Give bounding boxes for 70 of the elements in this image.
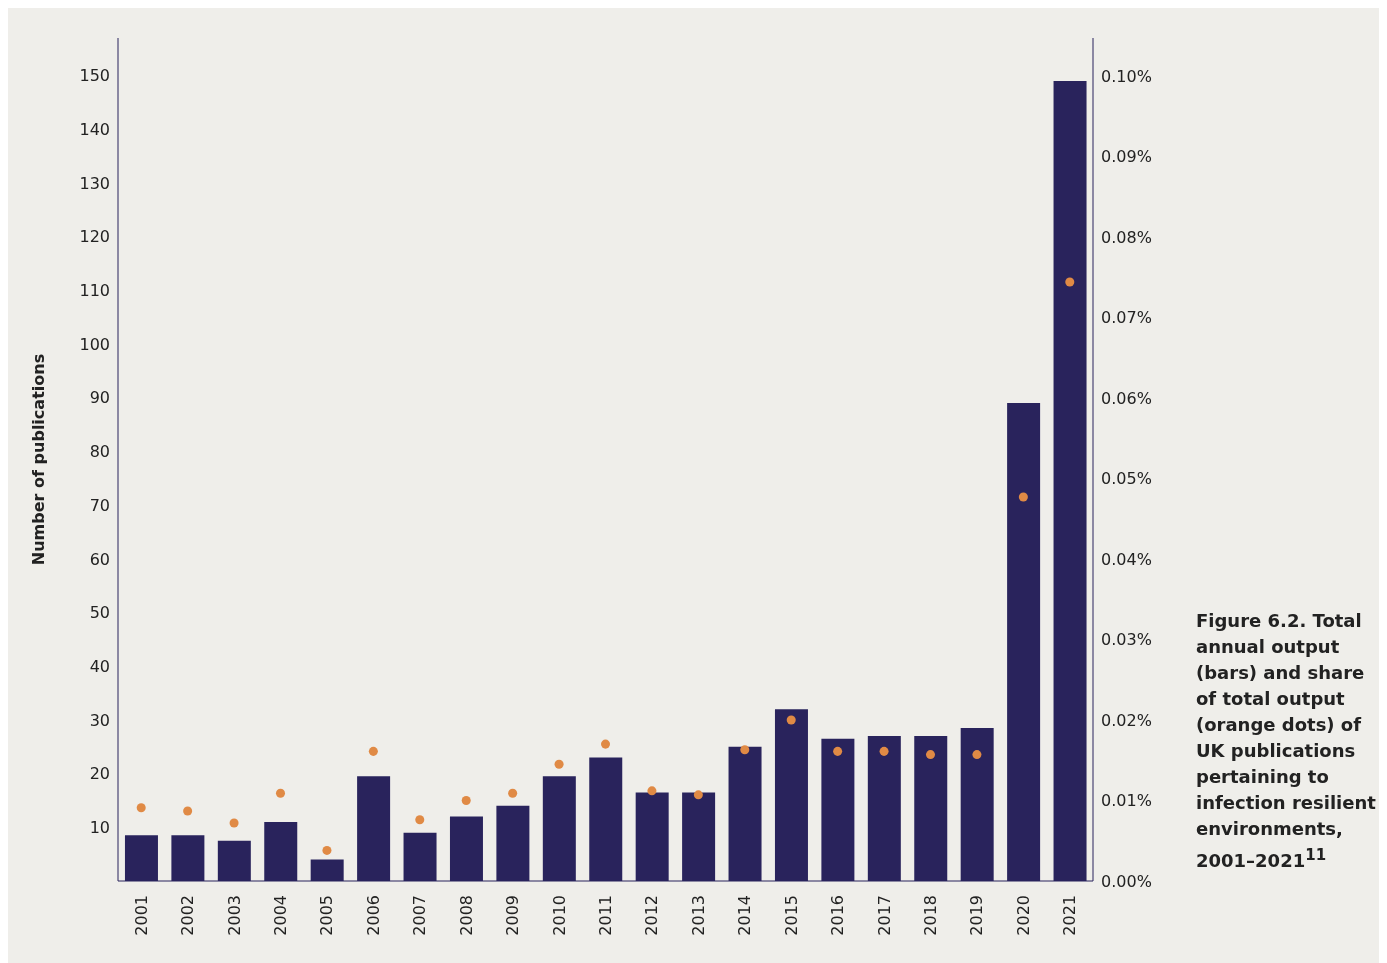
x-tick-label: 2006 bbox=[363, 895, 383, 936]
x-tick-label: 2017 bbox=[874, 895, 894, 936]
y2-tick-label: 0.06% bbox=[1101, 388, 1152, 408]
y-tick-label: 150 bbox=[79, 66, 110, 86]
x-tick-label: 2020 bbox=[1013, 895, 1033, 936]
y-axis-title: Number of publications bbox=[28, 353, 48, 566]
x-tick-label: 2014 bbox=[735, 895, 755, 936]
y-tick-label: 10 bbox=[89, 817, 110, 837]
x-tick-label: 2010 bbox=[549, 895, 569, 936]
x-tick-label: 2019 bbox=[967, 895, 987, 936]
point bbox=[600, 739, 611, 749]
point bbox=[1018, 492, 1028, 502]
y-tick-label: 30 bbox=[89, 710, 110, 730]
x-tick-label: 2011 bbox=[596, 895, 615, 936]
y-tick-label: 80 bbox=[89, 442, 110, 462]
y2-tick-label: 0.04% bbox=[1101, 549, 1152, 569]
y-tick-label: 110 bbox=[79, 281, 110, 301]
x-tick-label: 2008 bbox=[456, 895, 476, 936]
point bbox=[183, 806, 193, 816]
point bbox=[786, 715, 796, 725]
point bbox=[554, 759, 564, 769]
x-tick-label: 2005 bbox=[317, 895, 337, 936]
y2-tick-label: 0.01% bbox=[1101, 791, 1152, 811]
y2-tick-label: 0.00% bbox=[1101, 871, 1152, 891]
point bbox=[229, 818, 239, 828]
y2-tick-label: 0.03% bbox=[1101, 630, 1152, 650]
y2-tick-label: 0.05% bbox=[1101, 469, 1152, 489]
point bbox=[136, 803, 146, 813]
y-tick-label: 50 bbox=[89, 603, 110, 623]
x-tick-label: 2003 bbox=[224, 895, 244, 936]
point bbox=[508, 788, 518, 798]
x-tick-label: 2021 bbox=[1060, 895, 1080, 936]
y-tick-label: 100 bbox=[79, 334, 110, 354]
point bbox=[461, 795, 471, 805]
x-tick-label: 2012 bbox=[642, 895, 662, 936]
y-tick-label: 40 bbox=[89, 656, 110, 676]
point bbox=[322, 845, 332, 855]
x-tick-label: 2004 bbox=[271, 895, 290, 936]
y-tick-label: 90 bbox=[89, 388, 110, 408]
point bbox=[972, 750, 982, 760]
y2-tick-label: 0.02% bbox=[1101, 710, 1152, 730]
text: Figure 6.2. Total annual output (bars) and share of total output (orange dots) of UK publications pertaining to infection resilient environments, 2001–2021$^{11}$ bbox=[1196, 610, 1376, 871]
y-tick-label: 130 bbox=[79, 173, 110, 193]
x-tick-label: 2009 bbox=[503, 895, 523, 936]
point bbox=[368, 746, 378, 756]
x-tick-label: 2001 bbox=[131, 895, 151, 936]
point bbox=[647, 786, 657, 796]
y2-tick-label: 0.08% bbox=[1101, 227, 1152, 247]
point bbox=[693, 790, 703, 800]
y2-tick-label: 0.10% bbox=[1101, 66, 1152, 86]
x-tick-label: 2016 bbox=[828, 895, 848, 936]
point bbox=[833, 746, 843, 756]
y-tick-label: 120 bbox=[79, 227, 110, 247]
x-tick-label: 2015 bbox=[781, 895, 801, 936]
x-tick-label: 2018 bbox=[921, 895, 940, 936]
y2-tick-label: 0.09% bbox=[1101, 147, 1152, 167]
y-tick-label: 60 bbox=[89, 549, 110, 569]
point bbox=[879, 746, 889, 756]
point bbox=[415, 815, 425, 825]
y-tick-label: 70 bbox=[89, 495, 110, 515]
y2-tick-label: 0.07% bbox=[1101, 308, 1152, 328]
x-tick-label: 2002 bbox=[178, 895, 198, 936]
point bbox=[740, 745, 750, 755]
x-tick-label: 2013 bbox=[688, 895, 708, 936]
point bbox=[275, 788, 286, 798]
y-tick-label: 140 bbox=[79, 119, 110, 139]
x-tick-label: 2007 bbox=[410, 895, 430, 936]
point bbox=[1065, 277, 1075, 287]
y-tick-label: 20 bbox=[89, 764, 110, 784]
point bbox=[925, 750, 936, 760]
